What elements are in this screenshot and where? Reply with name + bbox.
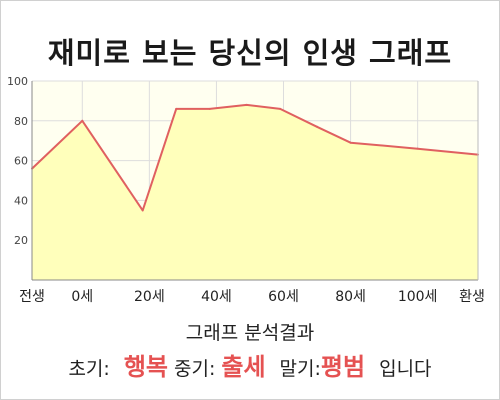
x-tick-label: 100세 xyxy=(398,289,438,305)
data-point xyxy=(279,107,282,110)
x-tick-label: 80세 xyxy=(335,289,366,305)
x-tick-label: 환생 xyxy=(459,289,485,305)
middle-value: 출세 xyxy=(221,353,266,381)
life-area-fill xyxy=(32,104,478,281)
analysis-result: 초기: 행복 중기: 출세 말기:평범 입니다 xyxy=(0,347,500,382)
data-point xyxy=(175,107,178,110)
early-value: 행복 xyxy=(123,353,168,381)
early-label: 초기: xyxy=(68,358,110,380)
x-tick-label: 0세 xyxy=(71,289,93,305)
y-tick-label: 80 xyxy=(14,115,28,128)
x-tick-label: 40세 xyxy=(201,289,232,305)
x-tick-label: 20세 xyxy=(134,289,165,305)
y-tick-label: 60 xyxy=(14,155,28,168)
data-point xyxy=(208,107,211,110)
y-tick-label: 20 xyxy=(14,234,28,247)
x-tick-label: 60세 xyxy=(268,289,299,305)
chart-title: 재미로 보는 당신의 인생 그래프 xyxy=(47,36,453,70)
data-point xyxy=(81,119,84,122)
x-tick-label: 전생 xyxy=(19,289,45,305)
y-tick-label: 40 xyxy=(14,194,28,207)
result-suffix: 입니다 xyxy=(379,358,432,380)
late-value: 평범 xyxy=(320,353,366,381)
data-point xyxy=(349,141,352,144)
analysis-title: 그래프 분석결과 xyxy=(185,322,315,344)
data-point xyxy=(141,209,144,212)
late-label: 말기: xyxy=(279,358,321,380)
data-point xyxy=(316,125,319,128)
data-point xyxy=(416,147,419,150)
data-point xyxy=(245,103,248,106)
middle-label: 중기: xyxy=(174,358,216,380)
y-tick-label: 100 xyxy=(7,75,28,88)
